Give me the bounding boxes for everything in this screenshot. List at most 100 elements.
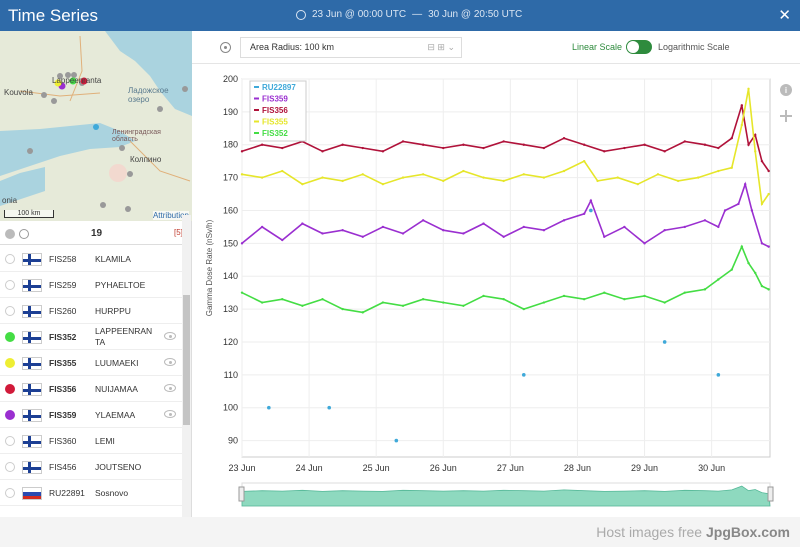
- station-color-dot[interactable]: [5, 332, 15, 342]
- legend-label[interactable]: RU22897: [262, 83, 296, 92]
- data-point-fis356[interactable]: [240, 150, 244, 153]
- data-point-fis355[interactable]: [747, 87, 750, 91]
- area-radius-select[interactable]: Area Radius: 100 km ⊟ ⊞ ⌄: [240, 37, 462, 58]
- data-point-fis355[interactable]: [421, 173, 425, 176]
- station-color-dot[interactable]: [5, 254, 15, 264]
- data-point-fis352[interactable]: [663, 301, 666, 304]
- station-row[interactable]: FIS259 PYHAELTOE: [0, 272, 182, 298]
- data-point-fis352[interactable]: [421, 298, 425, 301]
- data-point-fis356[interactable]: [703, 143, 707, 146]
- data-point-fis359[interactable]: [381, 225, 385, 229]
- data-point-fis355[interactable]: [636, 182, 640, 186]
- info-icon[interactable]: [780, 84, 792, 96]
- data-point-fis352[interactable]: [643, 294, 646, 298]
- data-point-fis359[interactable]: [589, 199, 593, 202]
- data-point-fis359[interactable]: [502, 235, 505, 238]
- station-color-dot[interactable]: [5, 488, 15, 498]
- data-point-fis359[interactable]: [750, 209, 754, 212]
- eye-icon[interactable]: [164, 384, 176, 392]
- data-point-fis355[interactable]: [482, 176, 485, 179]
- data-point-fis359[interactable]: [361, 235, 364, 238]
- data-point-fis359[interactable]: [703, 219, 707, 222]
- data-point-fis359[interactable]: [462, 232, 465, 235]
- select-all-icon[interactable]: [5, 229, 15, 239]
- data-point-fis355[interactable]: [616, 176, 619, 179]
- station-row[interactable]: FIS352 LAPPEENRANTA: [0, 324, 182, 350]
- data-point-fis352[interactable]: [683, 291, 686, 294]
- data-point-fis355[interactable]: [730, 166, 733, 169]
- data-point-fis356[interactable]: [401, 140, 405, 143]
- data-point-fis359[interactable]: [341, 229, 344, 232]
- station-row[interactable]: FIS258 KLAMILA: [0, 246, 182, 272]
- legend-label[interactable]: FIS359: [262, 95, 288, 104]
- date-range[interactable]: 23 Jun @ 00:00 UTC — 30 Jun @ 20:50 UTC: [296, 9, 522, 20]
- data-point-fis359[interactable]: [717, 225, 720, 229]
- data-point-fis359[interactable]: [760, 242, 764, 245]
- data-point-fis352[interactable]: [582, 298, 586, 301]
- eye-icon[interactable]: [164, 410, 176, 418]
- data-point-fis355[interactable]: [502, 179, 505, 183]
- close-icon[interactable]: ✕: [778, 7, 791, 24]
- data-point-fis352[interactable]: [442, 301, 445, 304]
- data-point-ru22897[interactable]: [327, 405, 332, 410]
- data-point-fis356[interactable]: [754, 133, 757, 137]
- data-point-fis359[interactable]: [542, 229, 546, 232]
- data-point-fis355[interactable]: [717, 169, 720, 173]
- data-point-fis356[interactable]: [562, 136, 566, 140]
- data-point-fis355[interactable]: [767, 192, 770, 196]
- data-point-fis356[interactable]: [663, 150, 666, 153]
- station-row[interactable]: FIS260 HURPPU: [0, 298, 182, 324]
- data-point-fis352[interactable]: [401, 304, 405, 307]
- data-point-fis355[interactable]: [676, 179, 680, 183]
- data-point-fis352[interactable]: [482, 294, 485, 298]
- map-view[interactable]: Kouvola Lappeenranta Ладожское озеро Лен…: [0, 31, 192, 221]
- data-point-fis355[interactable]: [361, 173, 364, 176]
- station-color-dot[interactable]: [5, 358, 15, 368]
- data-point-fis356[interactable]: [522, 143, 525, 146]
- data-point-fis352[interactable]: [623, 298, 626, 301]
- data-point-fis355[interactable]: [381, 182, 385, 186]
- data-point-fis359[interactable]: [562, 219, 566, 222]
- station-color-dot[interactable]: [5, 280, 15, 290]
- data-point-fis352[interactable]: [542, 301, 546, 304]
- data-point-fis356[interactable]: [643, 143, 646, 146]
- station-row[interactable]: FIS355 LUUMAEKI: [0, 350, 182, 376]
- data-point-fis352[interactable]: [381, 301, 385, 304]
- data-point-fis355[interactable]: [582, 159, 586, 163]
- series-line-fis359[interactable]: [241, 181, 770, 248]
- target-icon[interactable]: [220, 42, 231, 53]
- data-point-fis356[interactable]: [381, 150, 385, 153]
- data-point-fis355[interactable]: [522, 173, 525, 176]
- deselect-all-icon[interactable]: [19, 229, 29, 239]
- data-point-fis359[interactable]: [723, 209, 727, 212]
- data-point-fis356[interactable]: [767, 169, 770, 173]
- map-attribution[interactable]: Attribution: [152, 211, 189, 220]
- data-point-fis356[interactable]: [623, 146, 626, 150]
- data-point-fis352[interactable]: [240, 291, 244, 294]
- legend-label[interactable]: FIS352: [262, 129, 288, 138]
- data-point-fis352[interactable]: [260, 301, 264, 304]
- data-point-fis359[interactable]: [260, 225, 264, 229]
- data-point-fis355[interactable]: [462, 169, 465, 173]
- data-point-fis359[interactable]: [683, 225, 686, 229]
- legend-label[interactable]: FIS356: [262, 106, 288, 115]
- data-point-fis355[interactable]: [596, 179, 599, 183]
- data-point-fis356[interactable]: [717, 146, 720, 150]
- data-point-fis352[interactable]: [462, 304, 465, 307]
- data-point-fis356[interactable]: [502, 140, 505, 143]
- plus-icon[interactable]: [780, 110, 792, 122]
- data-point-fis355[interactable]: [740, 123, 744, 127]
- data-point-fis355[interactable]: [341, 179, 344, 183]
- data-point-fis356[interactable]: [321, 150, 324, 153]
- data-point-fis352[interactable]: [717, 278, 720, 281]
- station-color-dot[interactable]: [5, 436, 15, 446]
- data-point-fis359[interactable]: [522, 225, 525, 229]
- eye-icon[interactable]: [164, 358, 176, 366]
- data-point-fis352[interactable]: [562, 294, 566, 298]
- data-point-fis356[interactable]: [281, 146, 284, 150]
- data-point-fis352[interactable]: [281, 298, 284, 301]
- data-point-fis352[interactable]: [703, 288, 707, 291]
- data-point-fis356[interactable]: [740, 104, 744, 107]
- data-point-fis356[interactable]: [361, 146, 364, 150]
- data-point-fis356[interactable]: [542, 146, 546, 150]
